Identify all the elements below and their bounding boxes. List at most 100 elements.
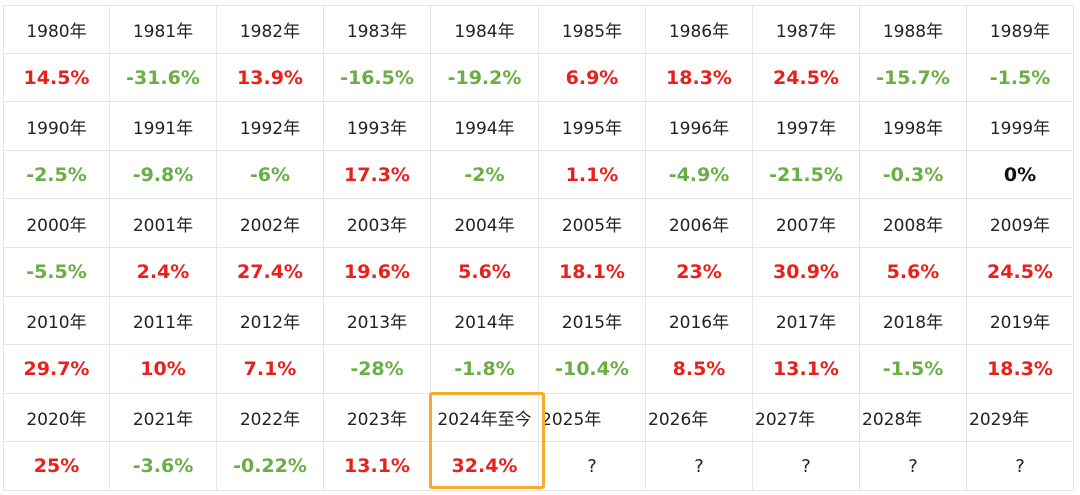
year-label: 2027年	[753, 394, 860, 442]
year-label: 2025年	[539, 394, 646, 442]
return-value: -10.4%	[539, 345, 646, 394]
year-label: 1983年	[324, 5, 431, 54]
year-label: 1982年	[217, 5, 324, 54]
year-label: 1986年	[646, 5, 753, 54]
return-value: 23%	[646, 248, 753, 297]
return-value: 18.3%	[967, 345, 1074, 394]
year-label: 1996年	[646, 102, 753, 151]
return-value: 1.1%	[539, 151, 646, 199]
return-value: 24.5%	[753, 54, 860, 102]
year-label: 2004年	[431, 199, 539, 248]
return-value: -2%	[431, 151, 539, 199]
year-label: 1997年	[753, 102, 860, 151]
year-label: 1994年	[431, 102, 539, 151]
year-label: 2023年	[324, 394, 431, 442]
year-label: 2016年	[646, 297, 753, 345]
return-value: -5.5%	[3, 248, 110, 297]
year-label: 1992年	[217, 102, 324, 151]
year-label: 2009年	[967, 199, 1074, 248]
year-label: 2011年	[110, 297, 217, 345]
year-label: 2015年	[539, 297, 646, 345]
return-value: -21.5%	[753, 151, 860, 199]
year-label: 2002年	[217, 199, 324, 248]
year-label: 1991年	[110, 102, 217, 151]
return-value: ?	[967, 442, 1074, 491]
return-value: 10%	[110, 345, 217, 394]
return-value: 5.6%	[431, 248, 539, 297]
year-label: 1988年	[860, 5, 967, 54]
return-value: ?	[539, 442, 646, 491]
year-label: 2008年	[860, 199, 967, 248]
year-label: 1985年	[539, 5, 646, 54]
return-value: -1.5%	[860, 345, 967, 394]
return-value: ?	[646, 442, 753, 491]
return-value: -15.7%	[860, 54, 967, 102]
return-value: 27.4%	[217, 248, 324, 297]
year-label: 2014年	[431, 297, 539, 345]
year-label: 2007年	[753, 199, 860, 248]
return-value: 8.5%	[646, 345, 753, 394]
year-label: 2001年	[110, 199, 217, 248]
return-value: 13.1%	[324, 442, 431, 491]
year-label: 1987年	[753, 5, 860, 54]
return-value: -28%	[324, 345, 431, 394]
year-label: 2029年	[967, 394, 1074, 442]
year-label: 1990年	[3, 102, 110, 151]
year-label: 2021年	[110, 394, 217, 442]
year-label: 2012年	[217, 297, 324, 345]
return-value: -1.8%	[431, 345, 539, 394]
return-value: -2.5%	[3, 151, 110, 199]
return-value: -19.2%	[431, 54, 539, 102]
year-label: 2024年至今	[431, 394, 539, 442]
year-label: 2003年	[324, 199, 431, 248]
return-value: ?	[860, 442, 967, 491]
return-value: -0.3%	[860, 151, 967, 199]
return-value: -31.6%	[110, 54, 217, 102]
return-value: -9.8%	[110, 151, 217, 199]
return-value: -6%	[217, 151, 324, 199]
year-label: 2018年	[860, 297, 967, 345]
year-label: 2006年	[646, 199, 753, 248]
return-value: 6.9%	[539, 54, 646, 102]
year-label: 1989年	[967, 5, 1074, 54]
return-value: 24.5%	[967, 248, 1074, 297]
year-label: 2028年	[860, 394, 967, 442]
return-value: 0%	[967, 151, 1074, 199]
return-value: -0.22%	[217, 442, 324, 491]
year-label: 2022年	[217, 394, 324, 442]
year-label: 2005年	[539, 199, 646, 248]
return-value: 2.4%	[110, 248, 217, 297]
return-value: 14.5%	[3, 54, 110, 102]
year-label: 1995年	[539, 102, 646, 151]
return-value: -16.5%	[324, 54, 431, 102]
year-label: 2010年	[3, 297, 110, 345]
year-label: 1999年	[967, 102, 1074, 151]
return-value: 13.9%	[217, 54, 324, 102]
year-label: 1998年	[860, 102, 967, 151]
return-value: -3.6%	[110, 442, 217, 491]
return-value: -4.9%	[646, 151, 753, 199]
year-label: 2017年	[753, 297, 860, 345]
year-label: 2026年	[646, 394, 753, 442]
year-label: 2019年	[967, 297, 1074, 345]
return-value: 18.3%	[646, 54, 753, 102]
return-value: 18.1%	[539, 248, 646, 297]
return-value: ?	[753, 442, 860, 491]
year-label: 1980年	[3, 5, 110, 54]
year-label: 1993年	[324, 102, 431, 151]
return-value: 7.1%	[217, 345, 324, 394]
year-label: 1981年	[110, 5, 217, 54]
year-label: 2020年	[3, 394, 110, 442]
return-value: 17.3%	[324, 151, 431, 199]
return-value: 32.4%	[431, 442, 539, 491]
return-value: 29.7%	[3, 345, 110, 394]
return-value: 30.9%	[753, 248, 860, 297]
return-value: 5.6%	[860, 248, 967, 297]
year-label: 1984年	[431, 5, 539, 54]
year-label: 2013年	[324, 297, 431, 345]
year-label: 2000年	[3, 199, 110, 248]
return-value: 13.1%	[753, 345, 860, 394]
return-value: 25%	[3, 442, 110, 491]
return-value: 19.6%	[324, 248, 431, 297]
